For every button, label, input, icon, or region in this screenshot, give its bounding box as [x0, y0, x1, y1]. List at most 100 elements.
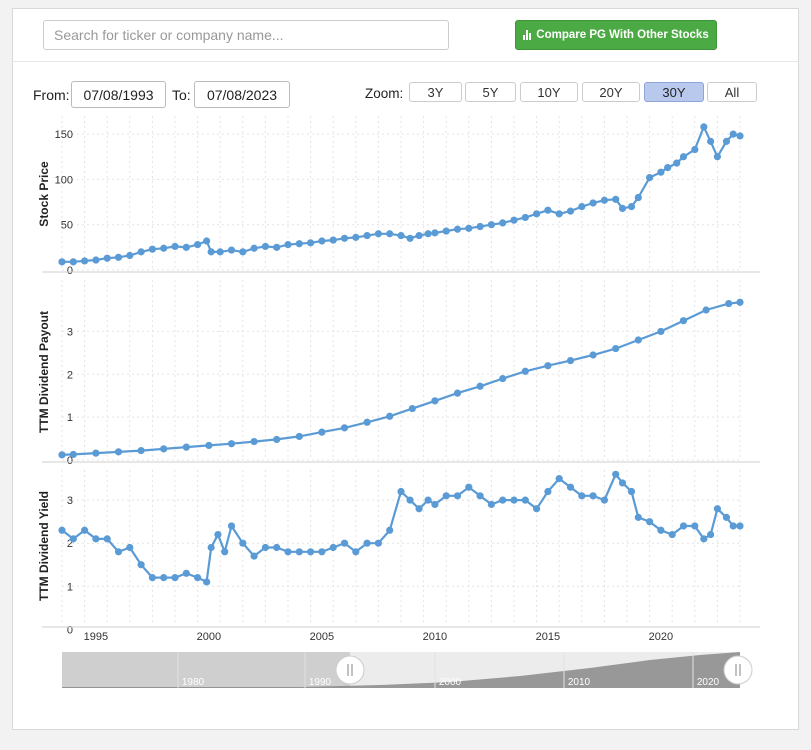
- compare-stocks-button[interactable]: Compare PG With Other Stocks: [515, 20, 717, 50]
- data-point: [627, 487, 636, 496]
- search-input[interactable]: [43, 20, 449, 50]
- from-label: From:: [33, 87, 70, 103]
- data-point: [700, 123, 708, 131]
- to-label: To:: [172, 87, 191, 103]
- data-point: [92, 449, 100, 457]
- data-point: [386, 230, 394, 238]
- x-tick-label: 2005: [310, 631, 334, 643]
- data-point: [318, 237, 326, 245]
- data-point: [137, 446, 145, 455]
- data-point: [566, 483, 575, 491]
- zoom-3y-button[interactable]: 3Y: [409, 82, 462, 102]
- data-point: [363, 539, 371, 547]
- data-point: [114, 548, 123, 556]
- data-point: [126, 543, 134, 552]
- chart-panel: Compare PG With Other Stocks: [12, 8, 799, 730]
- zoom-20y-button[interactable]: 20Y: [582, 82, 640, 102]
- y-tick-label: 3: [67, 326, 73, 338]
- data-point: [239, 539, 247, 547]
- y-tick-label: 0: [67, 624, 73, 636]
- data-point: [453, 225, 462, 233]
- data-point: [284, 241, 292, 249]
- data-point: [521, 367, 529, 375]
- data-point: [453, 492, 462, 500]
- data-point: [318, 428, 326, 436]
- navigator-tick-label: 2020: [697, 677, 720, 688]
- navigator: 1980 1990 2000 2010 2020: [62, 652, 753, 688]
- zoom-30y-button[interactable]: 30Y: [644, 82, 704, 102]
- data-point: [318, 548, 326, 556]
- data-point: [374, 539, 382, 547]
- x-tick-label: 2020: [649, 631, 673, 643]
- data-point: [691, 522, 699, 530]
- zoom-label: Zoom:: [365, 86, 404, 101]
- data-point: [295, 432, 303, 441]
- data-point: [406, 496, 414, 504]
- data-point: [58, 526, 66, 534]
- y-tick-label: 0: [67, 455, 73, 467]
- data-point: [69, 258, 77, 266]
- data-point: [713, 505, 722, 513]
- data-point: [307, 239, 315, 247]
- data-point: [194, 241, 202, 249]
- data-point: [618, 204, 627, 212]
- data-point: [284, 548, 292, 556]
- data-point: [386, 412, 394, 420]
- data-point: [589, 351, 597, 359]
- data-point: [707, 137, 715, 145]
- data-point: [555, 210, 563, 218]
- data-point: [81, 526, 89, 534]
- data-point: [408, 404, 416, 413]
- data-point: [499, 374, 507, 383]
- data-point: [634, 336, 642, 344]
- zoom-all-button[interactable]: All: [707, 82, 757, 102]
- from-date-input[interactable]: 07/08/1993: [71, 81, 166, 108]
- data-point: [487, 500, 495, 509]
- data-point: [103, 254, 111, 262]
- data-point: [69, 535, 77, 543]
- data-point: [374, 230, 382, 238]
- navigator-tick-label: 1990: [309, 677, 332, 688]
- data-point: [340, 234, 349, 242]
- data-point: [722, 513, 731, 521]
- data-point: [182, 243, 190, 251]
- data-point: [363, 231, 371, 240]
- data-point: [92, 535, 100, 543]
- data-point: [578, 202, 586, 211]
- data-point: [182, 569, 190, 577]
- data-point: [329, 236, 337, 244]
- navigator-right-handle[interactable]: [723, 655, 753, 685]
- data-point: [544, 362, 552, 370]
- data-point: [634, 513, 642, 521]
- data-point: [352, 548, 360, 556]
- data-point: [92, 256, 100, 264]
- data-point: [137, 561, 145, 569]
- data-point: [227, 522, 236, 530]
- data-point: [668, 530, 676, 539]
- data-point: [352, 233, 360, 241]
- data-point: [295, 240, 303, 248]
- data-point: [702, 306, 710, 314]
- data-point: [148, 245, 156, 253]
- data-point: [250, 244, 258, 252]
- data-point: [58, 451, 66, 459]
- data-point: [521, 213, 529, 222]
- to-date-input[interactable]: 07/08/2023: [194, 81, 290, 108]
- data-point: [203, 237, 211, 245]
- data-point: [499, 219, 507, 227]
- zoom-10y-button[interactable]: 10Y: [520, 82, 578, 102]
- navigator-left-handle[interactable]: [335, 655, 365, 685]
- data-point: [736, 298, 744, 306]
- data-point: [578, 492, 586, 500]
- data-point: [205, 441, 213, 450]
- zoom-5y-button[interactable]: 5Y: [465, 82, 516, 102]
- x-tick-label: 2010: [423, 631, 447, 643]
- data-point: [273, 435, 281, 444]
- y-tick-label: 1: [67, 412, 73, 424]
- data-point: [499, 496, 507, 504]
- data-point: [148, 574, 156, 582]
- data-point: [566, 356, 575, 365]
- data-point: [487, 221, 495, 229]
- series-line: [61, 301, 741, 456]
